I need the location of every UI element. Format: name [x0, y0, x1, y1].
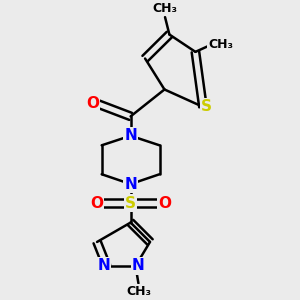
Text: CH₃: CH₃ — [126, 285, 151, 298]
Text: O: O — [158, 196, 171, 211]
Text: S: S — [125, 196, 136, 211]
Text: S: S — [201, 99, 212, 114]
Text: N: N — [132, 259, 145, 274]
Text: N: N — [124, 128, 137, 143]
Text: N: N — [124, 177, 137, 192]
Text: O: O — [86, 96, 99, 111]
Text: O: O — [90, 196, 103, 211]
Text: N: N — [97, 259, 110, 274]
Text: CH₃: CH₃ — [208, 38, 233, 51]
Text: CH₃: CH₃ — [152, 2, 178, 15]
